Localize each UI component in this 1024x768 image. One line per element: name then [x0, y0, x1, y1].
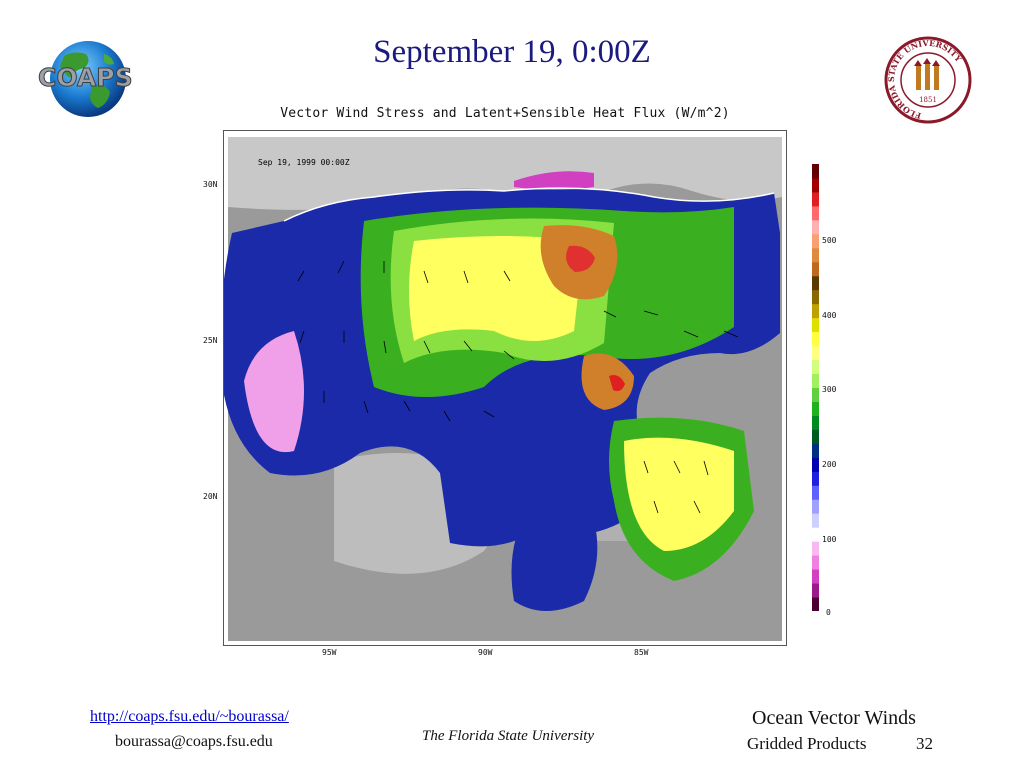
colorbar: [812, 164, 819, 611]
colorbar-swatch: [812, 597, 819, 611]
colorbar-swatch: [812, 303, 819, 319]
colorbar-swatch: [812, 359, 819, 375]
lon-label-85w: 85W: [634, 648, 649, 657]
footer-title: Ocean Vector Winds: [752, 707, 916, 729]
footer-university: The Florida State University: [422, 728, 595, 744]
colorbar-swatch: [812, 443, 819, 458]
colorbar-swatch: [812, 219, 819, 235]
colorbar-label-100: 100: [822, 535, 837, 544]
footer-url-link[interactable]: http://coaps.fsu.edu/~bourassa/: [90, 708, 289, 725]
slide-number: 32: [916, 734, 933, 753]
lon-label-95w: 95W: [322, 648, 337, 657]
colorbar-label-400: 400: [822, 311, 837, 320]
heat-flux-map: Sep 19, 1999 00:00Z: [220, 137, 782, 641]
colorbar-swatch: [812, 555, 819, 570]
lon-label-90w: 90W: [478, 648, 493, 657]
colorbar-swatch: [812, 471, 819, 486]
footer-subtitle: Gridded Products: [747, 734, 867, 753]
colorbar-swatch: [812, 401, 819, 416]
colorbar-swatch: [812, 485, 819, 500]
coaps-logo: COAPS: [34, 36, 136, 122]
colorbar-swatch: [812, 373, 819, 388]
university-seal-icon: FLORIDA STATE UNIVERSITY 1851: [884, 36, 972, 124]
colorbar-swatch: [812, 569, 819, 584]
colorbar-swatch: [812, 191, 819, 207]
lat-label-20n: 20N: [203, 492, 218, 501]
colorbar-swatch: [812, 261, 819, 277]
colorbar-label-300: 300: [822, 385, 837, 394]
colorbar-label-200: 200: [822, 460, 837, 469]
colorbar-swatch: [812, 499, 819, 514]
seal-year: 1851: [919, 96, 937, 104]
colorbar-swatch: [812, 205, 819, 221]
colorbar-swatch: [812, 527, 819, 542]
colorbar-swatch: [812, 331, 819, 347]
colorbar-swatch: [812, 429, 819, 444]
colorbar-swatch: [812, 457, 819, 472]
colorbar-swatch: [812, 513, 819, 528]
colorbar-swatch: [812, 275, 819, 291]
figure-title: Vector Wind Stress and Latent+Sensible H…: [280, 106, 730, 121]
colorbar-swatch: [812, 387, 819, 402]
footer-email: bourassa@coaps.fsu.edu: [115, 733, 273, 750]
slide-title: September 19, 0:00Z: [373, 34, 651, 70]
map-timestamp: Sep 19, 1999 00:00Z: [258, 158, 350, 167]
colorbar-swatch: [812, 233, 819, 249]
colorbar-label-0: 0: [826, 608, 831, 617]
colorbar-swatch: [812, 164, 819, 179]
lat-label-30n: 30N: [203, 180, 218, 189]
colorbar-swatch: [812, 317, 819, 333]
coaps-text: COAPS: [38, 63, 133, 92]
fsu-seal: FLORIDA STATE UNIVERSITY 1851: [880, 36, 976, 124]
colorbar-swatch: [812, 177, 819, 193]
lat-label-25n: 25N: [203, 336, 218, 345]
map-frame: Sep 19, 1999 00:00Z: [220, 130, 787, 646]
colorbar-swatch: [812, 289, 819, 305]
colorbar-swatch: [812, 247, 819, 263]
colorbar-swatch: [812, 345, 819, 361]
colorbar-swatch: [812, 415, 819, 430]
colorbar-label-500: 500: [822, 236, 837, 245]
globe-icon: COAPS: [38, 41, 133, 117]
colorbar-swatch: [812, 541, 819, 556]
wind-vectors: [297, 260, 739, 514]
colorbar-swatch: [812, 583, 819, 598]
